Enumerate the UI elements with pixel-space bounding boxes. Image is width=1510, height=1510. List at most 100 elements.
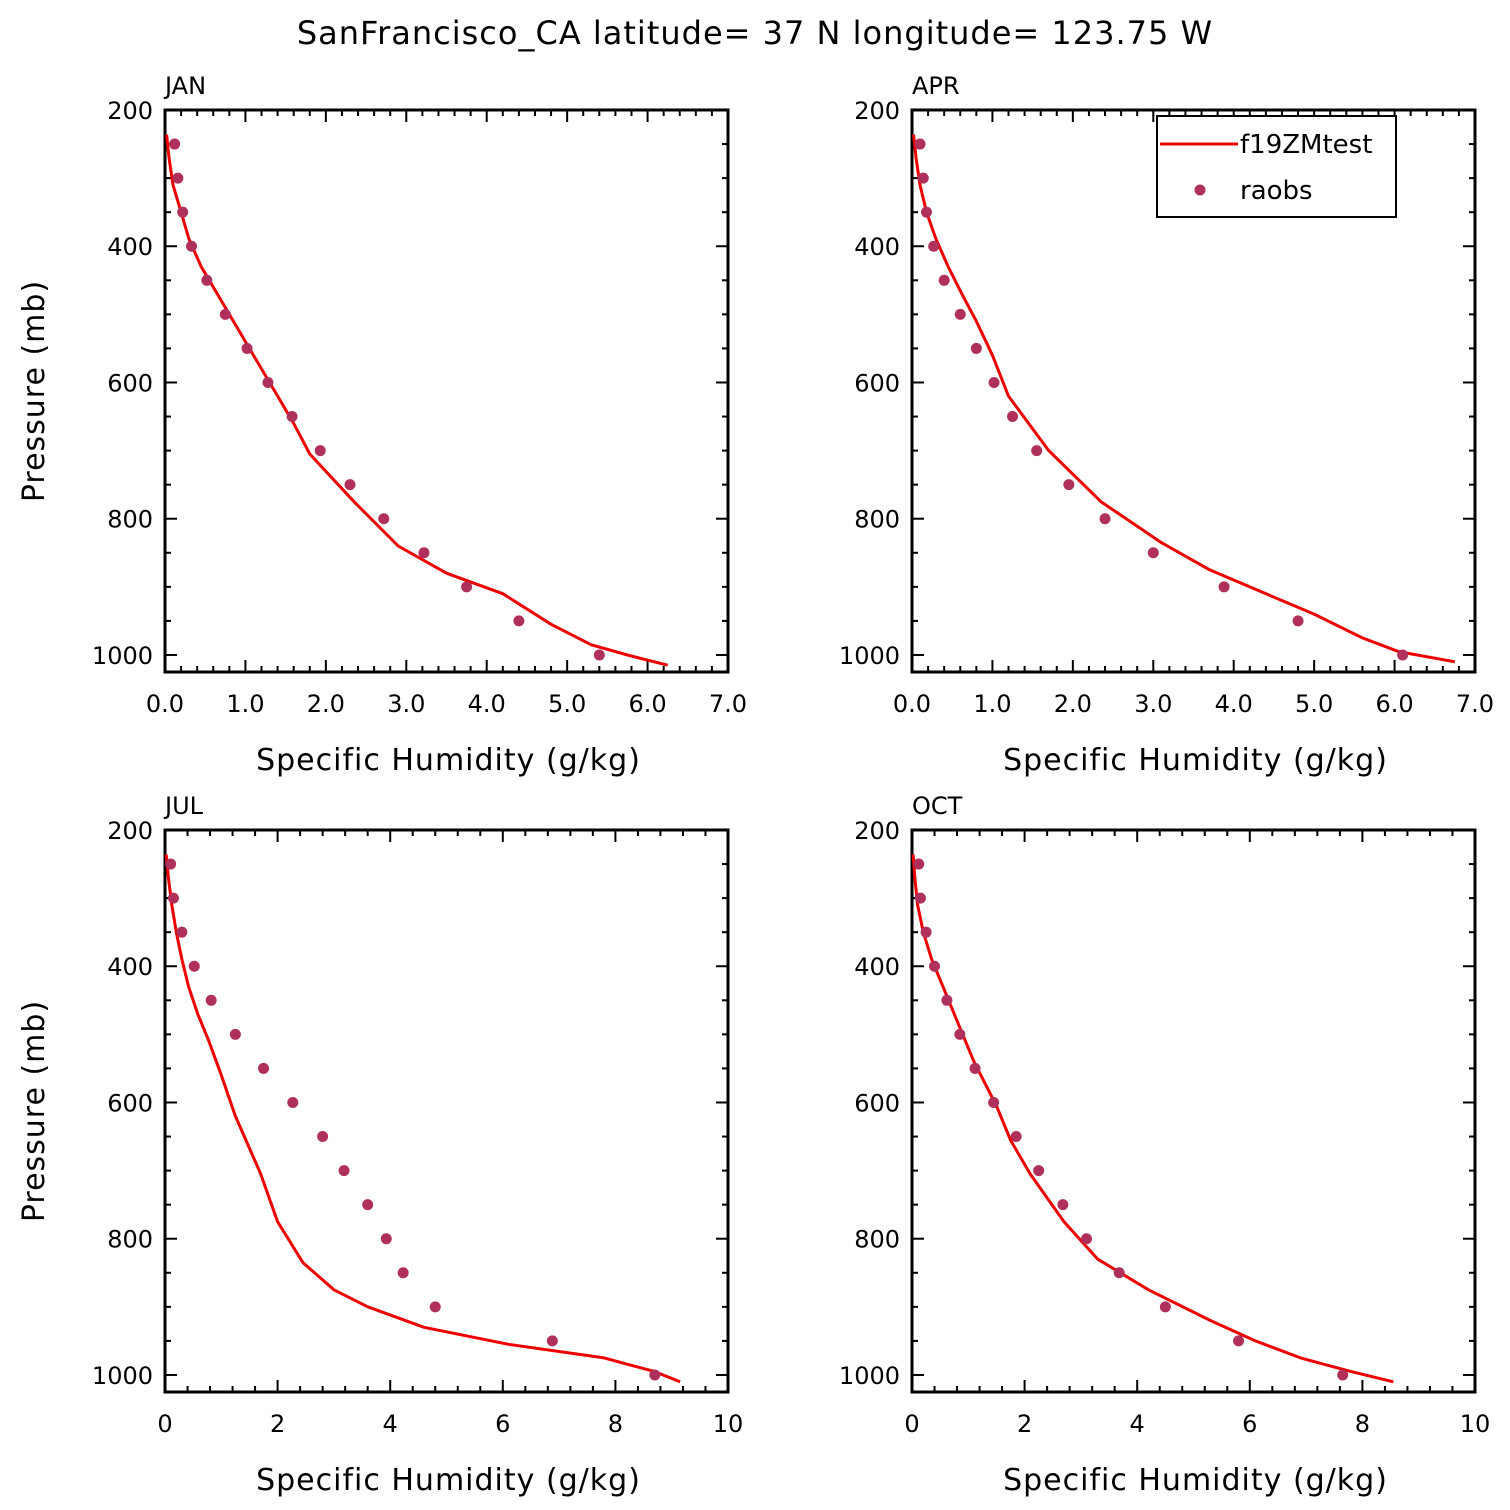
obs-point: [1031, 445, 1043, 457]
x-tick-label: 5.0: [548, 690, 586, 718]
obs-point: [362, 1199, 374, 1211]
obs-point: [929, 960, 941, 972]
x-tick-label: 6.0: [1375, 690, 1413, 718]
obs-point: [219, 308, 231, 320]
x-tick-label: 7.0: [709, 690, 747, 718]
plot-frame: [163, 108, 730, 674]
model-line-jan: [165, 134, 669, 667]
x-tick-label: 6.0: [628, 690, 666, 718]
legend-box: [1156, 115, 1397, 218]
obs-point: [429, 1301, 441, 1313]
obs-point: [988, 1096, 1000, 1108]
obs-point: [176, 926, 188, 938]
panel-apr: APR 0.0 1.0 2.0 3.0 4.0 5.0 6.0 7.0 200 400 600 800 1…: [839, 72, 1494, 778]
y-tick-label: 1000: [92, 1362, 153, 1390]
obs-point: [1159, 1301, 1171, 1313]
x-tick-label: 4: [1130, 1410, 1145, 1438]
x-tick-label: 2: [1017, 1410, 1032, 1438]
obs-point: [1057, 1199, 1069, 1211]
obs-point: [914, 892, 926, 904]
y-tick-label: 600: [107, 369, 153, 397]
obs-point: [177, 206, 189, 218]
obs-point: [167, 892, 179, 904]
x-tick-label: 3.0: [1134, 690, 1172, 718]
y-tick-label: 200: [854, 97, 900, 125]
obs-point: [593, 649, 605, 661]
figure-title: SanFrancisco_CA latitude= 37 N longitude…: [297, 14, 1213, 52]
obs-point: [954, 1028, 966, 1040]
panel-label: OCT: [912, 792, 963, 820]
y-tick-label: 400: [107, 953, 153, 981]
y-tick-label: 1000: [92, 642, 153, 670]
obs-point: [1292, 615, 1304, 627]
panel-jan: JAN 0.0 1.0 2.0 3.0 4.0 5.0 6.0 7.0 200 400 600 800 1…: [17, 72, 747, 778]
x-tick-label: 10: [713, 1410, 744, 1438]
x-tick-label: 6: [495, 1410, 510, 1438]
obs-point: [938, 274, 950, 286]
obs-point: [1147, 547, 1159, 559]
x-tick-label: 1.0: [226, 690, 264, 718]
obs-point: [1081, 1233, 1093, 1245]
x-tick-label: 1.0: [973, 690, 1011, 718]
obs-point: [397, 1267, 409, 1279]
obs-point: [287, 1096, 299, 1108]
y-tick-label: 600: [854, 1089, 900, 1117]
plot-frame: [910, 828, 1477, 1394]
plot-frame: [163, 828, 730, 1394]
obs-point: [1033, 1165, 1045, 1177]
legend: f19ZMtest raobs: [1156, 115, 1397, 218]
obs-point: [169, 138, 181, 150]
y-axis-label: Pressure (mb): [17, 280, 52, 502]
obs-point: [920, 926, 932, 938]
obs-point: [380, 1233, 392, 1245]
obs-point: [258, 1062, 270, 1074]
x-tick-label: 3.0: [387, 690, 425, 718]
x-tick-label: 5.0: [1295, 690, 1333, 718]
x-axis-label: Specific Humidity (g/kg): [1003, 743, 1388, 778]
x-tick-label: 2.0: [1054, 690, 1092, 718]
obs-point: [1218, 581, 1230, 593]
panel-jul: JUL 0 2 4 6 8 10 200 400 600 800 1000 Specific Humid…: [17, 792, 743, 1498]
obs-point: [205, 994, 217, 1006]
x-tick-label: 8: [608, 1410, 623, 1438]
obs-point: [1010, 1131, 1022, 1143]
x-tick-label: 0.0: [893, 690, 931, 718]
obs-point: [286, 411, 298, 423]
obs-point: [317, 1131, 329, 1143]
panel-label: APR: [912, 72, 960, 100]
y-tick-label: 400: [854, 233, 900, 261]
y-tick-label: 1000: [839, 1362, 900, 1390]
x-tick-label: 0: [157, 1410, 172, 1438]
obs-point: [186, 240, 198, 252]
obs-point: [172, 172, 184, 184]
y-tick-label: 600: [107, 1089, 153, 1117]
obs-point: [262, 376, 274, 388]
y-tick-label: 200: [107, 97, 153, 125]
x-tick-label: 7.0: [1456, 690, 1494, 718]
legend-label-obs: raobs: [1240, 176, 1313, 206]
obs-point: [378, 513, 390, 525]
obs-point: [461, 581, 473, 593]
obs-point: [928, 240, 940, 252]
x-tick-label: 2: [270, 1410, 285, 1438]
y-tick-label: 1000: [839, 642, 900, 670]
obs-point: [920, 206, 932, 218]
x-tick-label: 4.0: [1215, 690, 1253, 718]
y-axis-label: Pressure (mb): [17, 1000, 52, 1222]
legend-label-model: f19ZMtest: [1240, 130, 1372, 160]
obs-point: [1397, 649, 1409, 661]
x-tick-label: 6: [1242, 1410, 1257, 1438]
y-tick-label: 200: [107, 817, 153, 845]
y-tick-label: 800: [107, 1226, 153, 1254]
obs-point: [969, 1062, 981, 1074]
obs-point: [165, 858, 177, 870]
obs-point: [546, 1335, 558, 1347]
x-tick-label: 4: [383, 1410, 398, 1438]
y-tick-label: 600: [854, 369, 900, 397]
panel-label: JUL: [163, 792, 204, 820]
obs-point: [917, 172, 929, 184]
obs-point: [188, 960, 200, 972]
x-tick-label: 2.0: [307, 690, 345, 718]
y-tick-label: 800: [854, 506, 900, 534]
